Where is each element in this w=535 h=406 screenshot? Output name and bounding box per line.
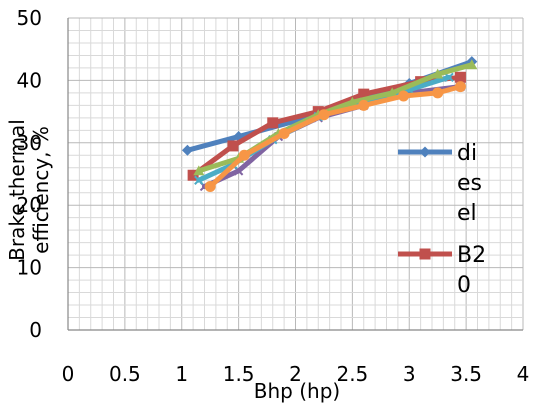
data-point bbox=[187, 169, 199, 181]
data-point-stroke bbox=[444, 72, 454, 82]
data-point bbox=[193, 165, 205, 176]
legend-label: es bbox=[457, 171, 482, 196]
data-point bbox=[386, 87, 398, 98]
data-point bbox=[398, 90, 410, 102]
legend-label: 0 bbox=[457, 273, 471, 298]
x-tick-label: 2.5 bbox=[336, 362, 368, 386]
legend-item: di es el bbox=[398, 141, 482, 226]
data-point bbox=[181, 144, 193, 156]
legend-label: di bbox=[457, 141, 477, 166]
data-point bbox=[419, 248, 431, 260]
data-point bbox=[444, 72, 454, 82]
y-axis-title-line: Brake thermal bbox=[5, 119, 29, 261]
series-6 bbox=[204, 81, 466, 192]
data-point bbox=[454, 81, 466, 93]
data-point bbox=[454, 71, 466, 83]
data-point bbox=[227, 140, 239, 152]
legend-item: B20 bbox=[398, 243, 486, 298]
data-point bbox=[204, 180, 216, 192]
data-point-stroke bbox=[233, 166, 244, 176]
data-point bbox=[358, 99, 370, 111]
y-tick-label: 0 bbox=[29, 318, 42, 342]
x-tick-label: 3.5 bbox=[450, 362, 482, 386]
data-point bbox=[238, 149, 250, 161]
data-point bbox=[432, 68, 444, 79]
series-layer bbox=[181, 56, 478, 192]
x-tick-label: 0.5 bbox=[109, 362, 141, 386]
y-tick-label: 50 bbox=[17, 6, 42, 30]
x-tick-label: 0 bbox=[62, 362, 75, 386]
x-tick-label: 3 bbox=[403, 362, 416, 386]
data-point bbox=[432, 87, 444, 99]
data-point bbox=[278, 127, 290, 139]
data-point bbox=[419, 146, 431, 158]
x-tick-label: 1 bbox=[175, 362, 188, 386]
data-point bbox=[318, 109, 330, 121]
data-point bbox=[346, 96, 358, 107]
x-tick-label: 2 bbox=[289, 362, 302, 386]
y-tick-label: 20 bbox=[17, 193, 42, 217]
data-point bbox=[267, 117, 279, 129]
x-tick-label: 4 bbox=[517, 362, 530, 386]
legend-label: el bbox=[457, 201, 477, 226]
data-point bbox=[358, 88, 370, 100]
legend-label: B2 bbox=[457, 243, 486, 268]
data-point-stroke bbox=[194, 175, 204, 185]
data-point bbox=[466, 59, 478, 70]
x-tick-label: 1.5 bbox=[223, 362, 255, 386]
y-tick-label: 40 bbox=[17, 68, 42, 92]
axis-titles: Bhp (hp) Brake thermal efficiency, % bbox=[5, 119, 340, 403]
grid bbox=[67, 17, 524, 331]
y-tick-label: 30 bbox=[17, 131, 42, 155]
axes bbox=[67, 18, 523, 331]
x-axis-title: Bhp (hp) bbox=[254, 379, 340, 403]
y-axis-title-line: efficiency, % bbox=[29, 126, 53, 254]
data-point bbox=[194, 175, 204, 185]
series-line bbox=[207, 84, 463, 189]
y-axis-title: Brake thermal efficiency, % bbox=[5, 119, 53, 261]
y-tick-label: 10 bbox=[17, 256, 42, 280]
